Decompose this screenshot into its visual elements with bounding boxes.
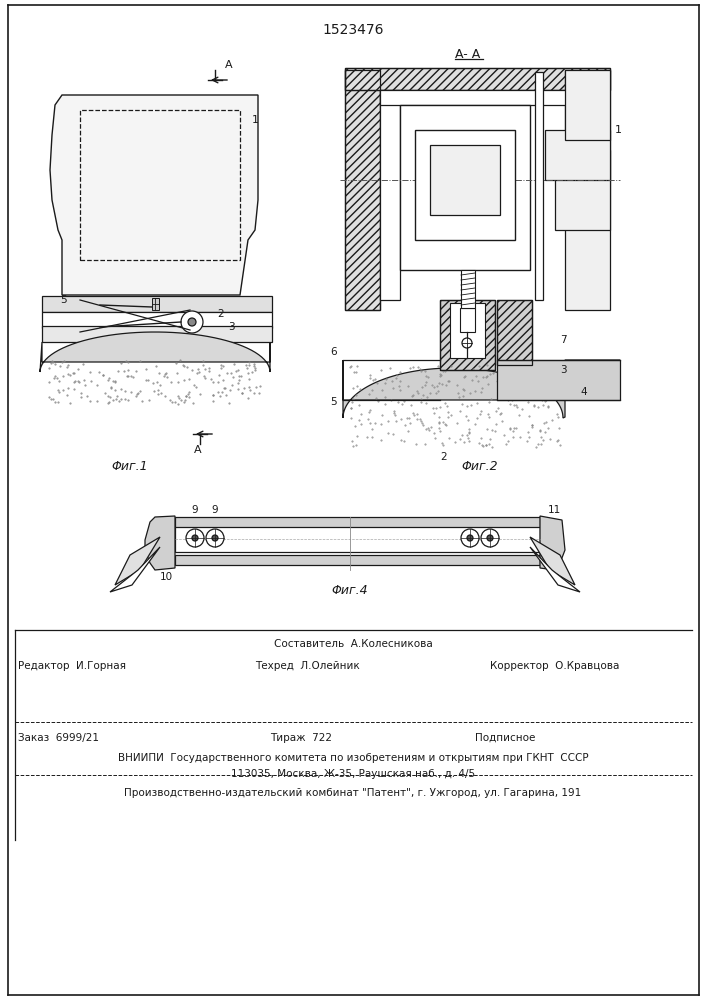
Circle shape [461, 529, 479, 547]
Bar [380, 90, 570, 105]
Bar [430, 145, 500, 215]
Circle shape [487, 535, 493, 541]
Bar [460, 308, 475, 332]
Polygon shape [343, 360, 620, 418]
Text: Производственно-издательский комбинат "Патент", г. Ужгород, ул. Гагарина, 191: Производственно-издательский комбинат "П… [124, 788, 582, 798]
Bar [497, 300, 532, 365]
Text: 4: 4 [580, 387, 587, 397]
Bar [175, 555, 540, 565]
Bar [42, 312, 272, 328]
Text: 10: 10 [160, 572, 173, 582]
Bar [42, 296, 272, 312]
Bar [80, 110, 240, 260]
Text: 6: 6 [330, 347, 337, 357]
Bar [440, 300, 495, 370]
Text: 1523476: 1523476 [322, 23, 384, 37]
Circle shape [481, 529, 499, 547]
Polygon shape [530, 547, 580, 592]
Polygon shape [115, 537, 160, 585]
Polygon shape [530, 537, 575, 585]
Text: 9: 9 [191, 505, 198, 515]
Text: Составитель  А.Колесникова: Составитель А.Колесникова [274, 639, 433, 649]
Text: Φиг.4: Φиг.4 [332, 584, 368, 596]
Bar [555, 150, 610, 230]
Bar [42, 326, 272, 342]
Bar [565, 70, 610, 310]
Bar [345, 70, 380, 310]
Text: Корректор  О.Кравцова: Корректор О.Кравцова [490, 661, 619, 671]
Circle shape [181, 311, 203, 333]
Text: 2: 2 [440, 452, 447, 462]
Text: Тираж  722: Тираж 722 [270, 733, 332, 743]
Text: Редактор  И.Горная: Редактор И.Горная [18, 661, 126, 671]
Bar [175, 517, 540, 527]
Text: Техред  Л.Олейник: Техред Л.Олейник [255, 661, 360, 671]
Bar [565, 70, 610, 140]
Bar [400, 105, 530, 270]
Text: 3: 3 [228, 322, 235, 332]
Bar [497, 300, 532, 365]
Bar [497, 360, 620, 400]
Bar [380, 90, 400, 300]
Text: 5: 5 [330, 397, 337, 407]
Text: 5: 5 [60, 295, 66, 305]
Text: 1: 1 [615, 125, 622, 135]
Circle shape [206, 529, 224, 547]
Bar [345, 68, 610, 90]
Bar [440, 300, 495, 370]
Text: 2: 2 [217, 309, 223, 319]
Text: Φиг.1: Φиг.1 [112, 460, 148, 474]
Polygon shape [145, 516, 175, 570]
Polygon shape [50, 95, 258, 295]
Polygon shape [110, 547, 160, 592]
Text: 113035, Москва, Ж-35, Раушская наб., д. 4/5: 113035, Москва, Ж-35, Раушская наб., д. … [231, 769, 475, 779]
Circle shape [186, 529, 204, 547]
Bar [461, 270, 475, 308]
Polygon shape [540, 516, 565, 570]
Circle shape [188, 318, 196, 326]
Bar [345, 70, 380, 310]
Circle shape [212, 535, 218, 541]
Bar [152, 298, 159, 310]
Polygon shape [40, 332, 270, 372]
Text: ВНИИПИ  Государственного комитета по изобретениям и открытиям при ГКНТ  СССР: ВНИИПИ Государственного комитета по изоб… [117, 753, 588, 763]
Text: Подписное: Подписное [475, 733, 535, 743]
Bar [535, 72, 543, 300]
Text: A: A [194, 445, 201, 455]
Text: 9: 9 [211, 505, 218, 515]
Bar [545, 130, 610, 180]
Bar [175, 525, 540, 552]
Circle shape [192, 535, 198, 541]
Circle shape [462, 338, 472, 348]
Text: 1: 1 [252, 115, 259, 125]
Bar [415, 130, 515, 240]
Text: Φиг.2: Φиг.2 [462, 460, 498, 474]
Bar [450, 303, 485, 358]
Bar [345, 68, 610, 90]
Text: 3: 3 [560, 365, 566, 375]
Text: Заказ  6999/21: Заказ 6999/21 [18, 733, 99, 743]
Text: 11: 11 [548, 505, 561, 515]
Text: 7: 7 [560, 335, 566, 345]
Text: A- A: A- A [455, 48, 481, 62]
Circle shape [467, 535, 473, 541]
Text: A: A [225, 60, 233, 70]
